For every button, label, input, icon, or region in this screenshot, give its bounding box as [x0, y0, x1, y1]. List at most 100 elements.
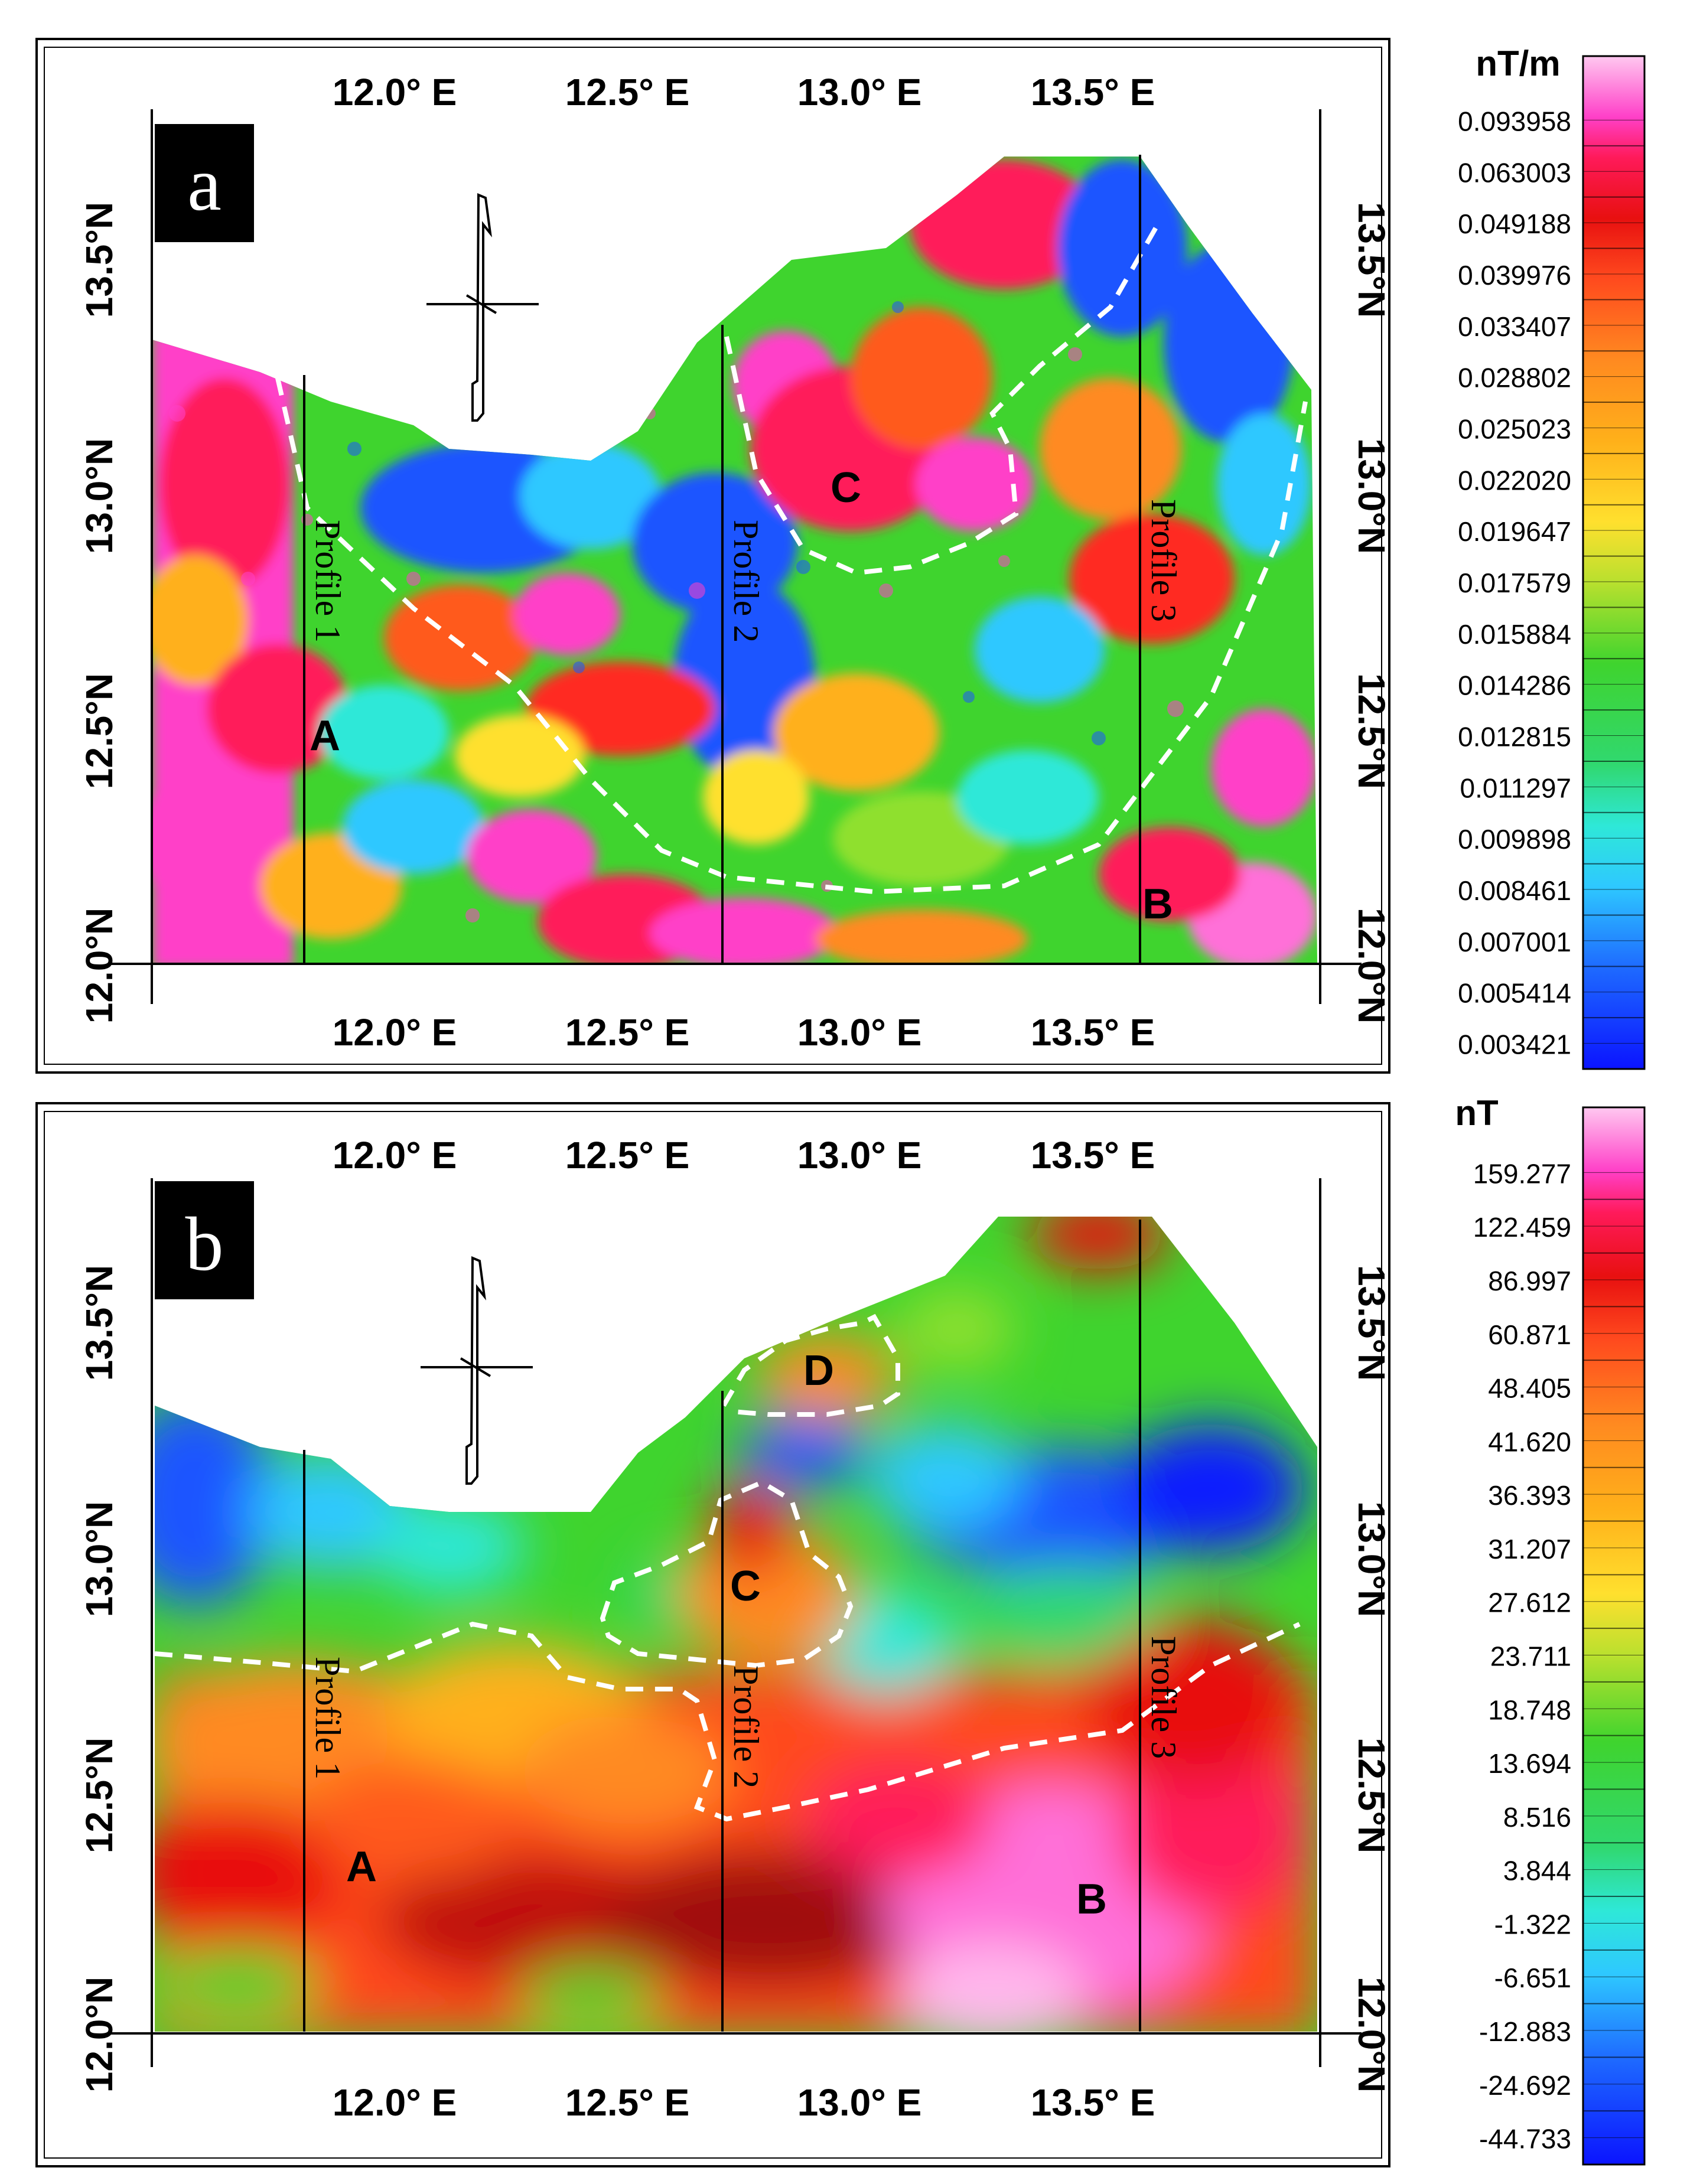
panel-a-zone-c: C: [831, 464, 861, 511]
colorbar-label: 0.063003: [1458, 157, 1571, 188]
panel-b-lon-bottom-1: 12.0° E: [333, 2081, 457, 2124]
colorbar-label: 0.011297: [1460, 772, 1571, 803]
panel-a-lon-bottom-1: 12.0° E: [333, 1011, 457, 1054]
panel-a-lat-left-4: 12.0°N: [78, 908, 121, 1023]
panel-a-colorbar-unit: nT/m: [1476, 44, 1560, 83]
panel-b-lon-bottom-4: 13.5° E: [1031, 2081, 1155, 2124]
panel-b-zone-b: B: [1076, 1876, 1107, 1923]
panel-b-lat-left-2: 13.0°N: [78, 1501, 121, 1617]
colorbar-label: -1.322: [1494, 1909, 1571, 1939]
colorbar-label: -6.651: [1494, 1963, 1571, 1993]
panel-a-frame: [35, 38, 1390, 1074]
colorbar-label: 60.871: [1488, 1319, 1571, 1350]
panel-a-zone-b: B: [1142, 881, 1173, 928]
panel-a-colorbar-labels: 0.093958 0.063003 0.049188 0.039976 0.033407…: [1458, 106, 1571, 1060]
panel-a-profile-3-label: Profile 3: [1144, 499, 1183, 622]
colorbar-label: 31.207: [1488, 1534, 1571, 1564]
panel-a-basin-boundary: [275, 377, 1308, 895]
colorbar-label: 122.459: [1473, 1212, 1571, 1243]
panel-a-lon-bottom-2: 12.5° E: [565, 1011, 690, 1054]
panel-a-lon-top-1: 12.0° E: [333, 71, 457, 113]
panel-b-zone-a: A: [346, 1843, 377, 1890]
colorbar-label: 8.516: [1503, 1802, 1571, 1833]
panel-a-lon-bottom-3: 13.0° E: [797, 1011, 922, 1054]
colorbar-label: 159.277: [1473, 1158, 1571, 1189]
panel-a-zone-a: A: [310, 712, 340, 759]
colorbar-label: 36.393: [1488, 1480, 1571, 1511]
panel-a-lon-top-2: 12.5° E: [565, 71, 690, 113]
colorbar-label: 0.093958: [1458, 106, 1571, 136]
colorbar-label: 0.025023: [1458, 413, 1571, 444]
panel-b-zone-d: D: [803, 1347, 834, 1394]
colorbar-label: -12.883: [1479, 2016, 1571, 2047]
colorbar-label: 3.844: [1503, 1856, 1571, 1886]
colorbar-label: 0.003421: [1458, 1029, 1571, 1060]
panel-b-zone-c: C: [730, 1563, 761, 1610]
colorbar-label: 0.039976: [1458, 260, 1571, 291]
panel-a-map: [152, 157, 1317, 963]
panel-b-lat-right-1: 13.5°N: [1350, 1265, 1393, 1381]
panel-a-colorbar-ramp: [1582, 55, 1646, 1070]
panel-a-lat-right-2: 13.0°N: [1350, 438, 1393, 554]
colorbar-label: 18.748: [1488, 1694, 1571, 1725]
panel-b: b 12.0° E 12.5° E 13.0° E 13.5° E 12.0° …: [35, 1102, 1393, 2167]
panel-b-zone-a-boundary: [154, 1621, 1301, 1822]
panel-a-lon-top-4: 13.5° E: [1031, 71, 1155, 113]
colorbar-label: 0.008461: [1458, 875, 1571, 906]
colorbar-label: 0.017579: [1458, 568, 1571, 598]
colorbar-label: 0.012815: [1458, 722, 1571, 752]
panel-b-inner-frame: [44, 1111, 1382, 2159]
panel-b-lat-right-4: 12.0°N: [1350, 1977, 1393, 2092]
panel-b-lon-top-2: 12.5° E: [565, 1134, 690, 1176]
panel-b-lat-left-3: 12.5°N: [78, 1738, 121, 1853]
panel-a-colorbar: nT/m 0.0939580.0630030.0491880.0399760.0…: [1458, 44, 1646, 1070]
panel-b-profile-1-label: Profile 1: [308, 1657, 347, 1779]
panel-a-profile-2-label: Profile 2: [727, 520, 766, 643]
colorbar-label: 0.049188: [1458, 208, 1571, 239]
panel-b-colorbar-unit: nT: [1455, 1093, 1498, 1133]
panel-a-lon-top-3: 13.0° E: [797, 71, 922, 113]
panel-b-zone-c-boundary: [600, 1479, 854, 1668]
colorbar-label: 41.620: [1488, 1426, 1571, 1457]
panel-b-lat-left-1: 13.5°N: [78, 1265, 121, 1381]
panel-b-north-arrow-icon: [421, 1256, 533, 1485]
colorbar-label: 48.405: [1488, 1373, 1571, 1404]
panel-b-lat-left-4: 12.0°N: [78, 1977, 121, 2092]
panel-b-colorbar: nT 159.277 122.459 86.997 60.871 48.405 41.62…: [1455, 1093, 1646, 2166]
panel-a-lat-right-3: 12.5°N: [1350, 673, 1393, 789]
colorbar-label: 0.033407: [1458, 311, 1571, 342]
panel-b-letter: b: [185, 1202, 224, 1287]
panel-a-zone-c-boundary: [724, 223, 1160, 576]
panel-b-map: [155, 1217, 1317, 2032]
colorbar-label: 23.711: [1490, 1641, 1571, 1672]
panel-b-colorbar-ticks: [1583, 1172, 1644, 2139]
panel-b-colorbar-labels: 159.277 122.459 86.997 60.871 48.405 41.620 36…: [1473, 1158, 1571, 2154]
panel-b-lon-top-1: 12.0° E: [333, 1134, 457, 1176]
panel-a-letter: a: [187, 142, 222, 227]
panel-b-zone-d-boundary: [721, 1313, 900, 1417]
colorbar-label: 0.028802: [1458, 363, 1571, 393]
colorbar-label: 0.022020: [1458, 465, 1571, 496]
panel-b-profile-3-label: Profile 3: [1144, 1636, 1183, 1759]
panel-b-lon-top-3: 13.0° E: [797, 1134, 922, 1176]
panel-b-frame: [35, 1102, 1390, 2167]
panel-a-lat-right-1: 13.5°N: [1350, 202, 1393, 318]
colorbar-label: 0.009898: [1458, 824, 1571, 855]
panel-a-lat-left-3: 12.5°N: [78, 673, 121, 789]
panel-b-lat-right-3: 12.5°N: [1350, 1738, 1393, 1853]
colorbar-label: 0.014286: [1458, 670, 1571, 701]
panel-a-north-arrow-icon: [426, 193, 539, 422]
panel-b-lon-bottom-3: 13.0° E: [797, 2081, 922, 2124]
colorbar-label: 0.015884: [1458, 619, 1571, 650]
panel-b-profile-2-label: Profile 2: [727, 1665, 766, 1788]
panel-a-colorbar-ticks: [1583, 119, 1644, 1044]
colorbar-label: 0.019647: [1458, 516, 1571, 547]
panel-a-lat-left-1: 13.5°N: [78, 202, 121, 318]
colorbar-label: -44.733: [1479, 2124, 1571, 2154]
panel-b-lat-right-2: 13.0°N: [1350, 1501, 1393, 1617]
panel-b-colorbar-ramp: [1582, 1106, 1646, 2166]
panel-b-letter-badge: [155, 1181, 254, 1299]
colorbar-label: 86.997: [1488, 1266, 1571, 1296]
colorbar-label: 0.005414: [1458, 978, 1571, 1009]
panel-a: a 12.0° E 12.5° E 13.0° E 13.5° E 12.0° …: [35, 38, 1393, 1074]
